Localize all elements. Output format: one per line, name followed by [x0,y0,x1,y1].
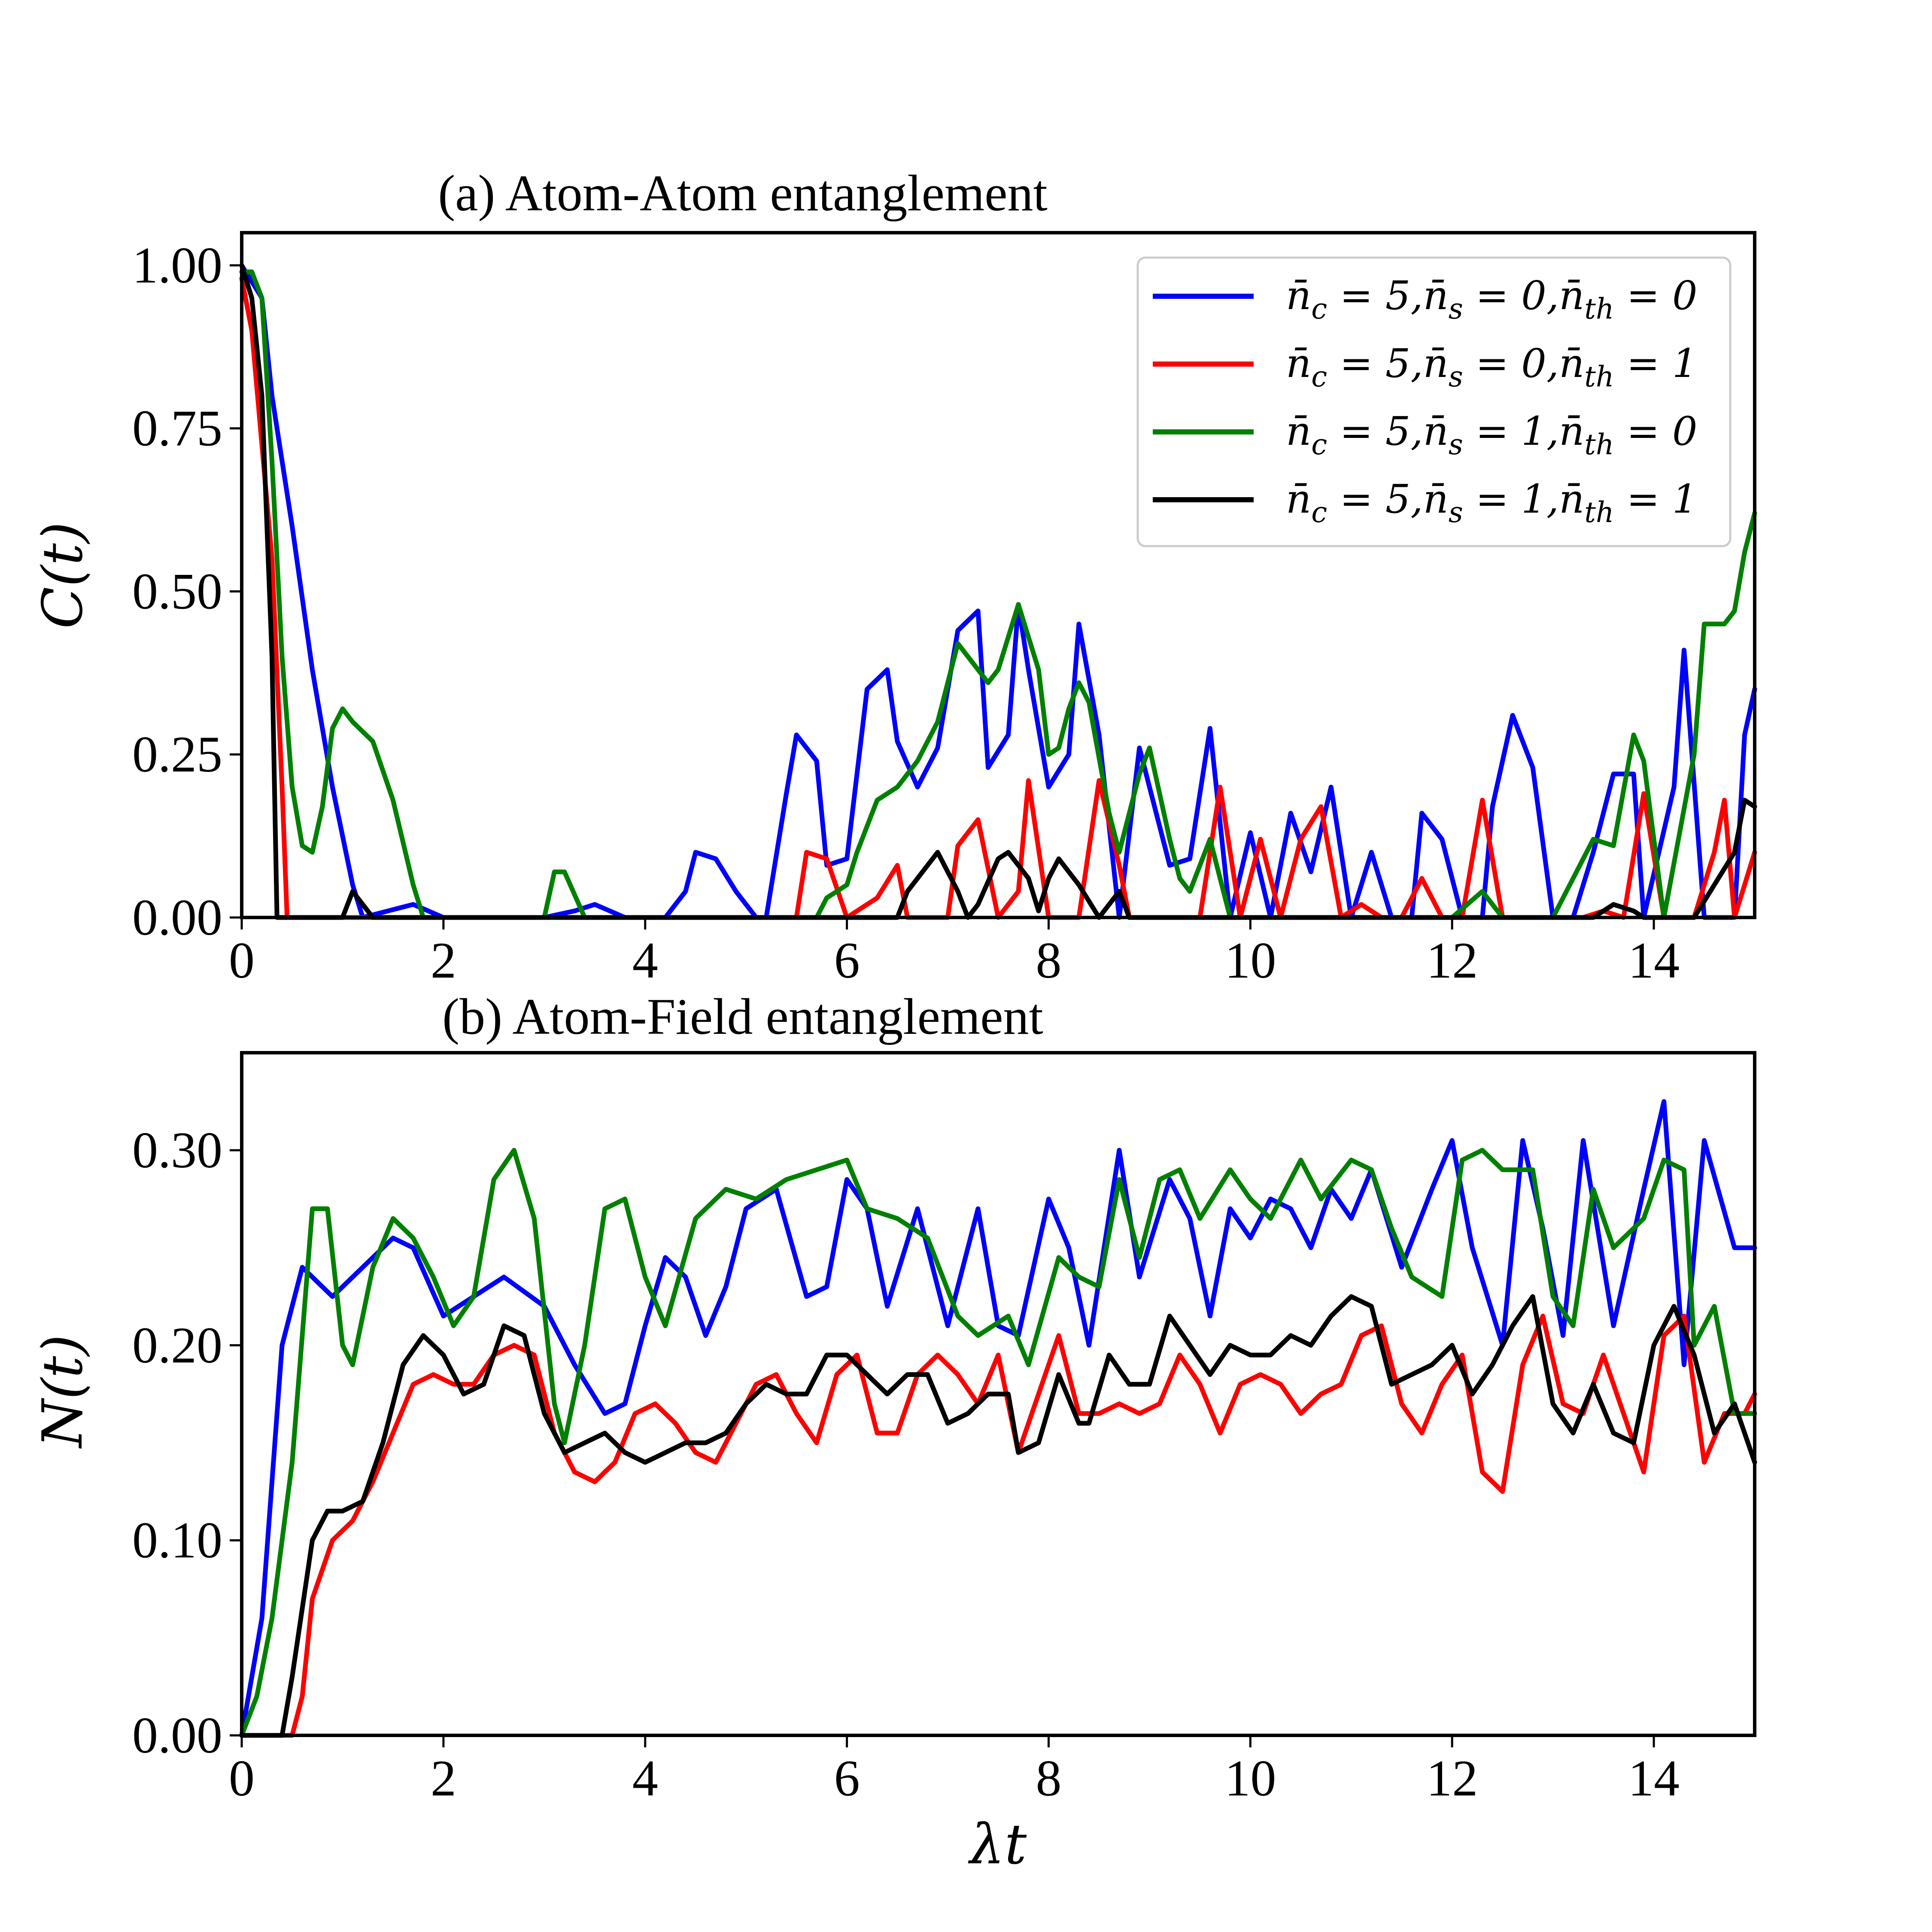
legend-label-3: n̄c = 5,n̄s = 1,n̄th = 1 [1286,476,1698,529]
series-line-3 [239,263,1757,920]
series-line-2 [239,269,1757,920]
x-tick-label: 6 [834,1750,860,1807]
series-line-1 [239,1313,1757,1738]
series-line-0 [239,263,1757,920]
panel-a-ylabel: C(t) [31,522,95,629]
x-tick-label: 10 [1224,932,1276,989]
legend-label-2: n̄c = 5,n̄s = 1,n̄th = 0 [1286,408,1698,461]
panel-b-title: (b) Atom-Field entanglement [442,988,1043,1045]
panel-a-plot-area [239,263,1757,920]
panel-b-ylabel: N(t) [31,1334,95,1449]
x-tick-label: 8 [1036,932,1061,989]
panel-b-frame [240,1051,1756,1737]
x-tick-label: 2 [431,1750,456,1807]
panel-a-frame [240,231,1756,919]
x-tick-label: 4 [632,932,658,989]
y-tick-label: 0.00 [132,889,222,946]
x-tick-label: 0 [229,932,255,989]
y-tick-label: 0.30 [132,1121,222,1179]
panel-b-xlabel: λt [968,1813,1027,1877]
x-tick-label: 8 [1036,1750,1061,1807]
x-tick-label: 12 [1426,932,1478,989]
legend: n̄c = 5,n̄s = 0,n̄th = 0 n̄c = 5,n̄s = 0,… [1136,256,1732,547]
x-tick-label: 14 [1628,932,1680,989]
legend-label-1: n̄c = 5,n̄s = 0,n̄th = 1 [1286,340,1698,393]
y-tick-label: 1.00 [132,237,222,294]
legend-label-0: n̄c = 5,n̄s = 0,n̄th = 0 [1286,273,1698,325]
x-tick-label: 4 [632,1750,658,1807]
panel-b-atom-field: (b) Atom-Field entanglement 0 2 4 6 8 10 12 140… [31,988,1757,1877]
series-line-0 [239,1099,1757,1738]
panel-a-ticks: 0 2 4 6 8 10 12 14 0.00 0.25 0.50 0.75 1.00 [132,237,1680,989]
panel-b-ticks: 0 2 4 6 8 10 12 14 0.00 0.10 0.20 0.30 [132,1121,1680,1807]
legend-box [1136,256,1732,547]
x-tick-label: 6 [834,932,860,989]
x-tick-label: 0 [229,1750,255,1807]
series-line-3 [239,1294,1757,1738]
panel-a-title: (a) Atom-Atom entanglement [438,164,1048,222]
y-tick-label: 0.25 [132,726,222,783]
x-tick-label: 12 [1426,1750,1478,1807]
y-tick-label: 0.75 [132,400,222,457]
y-tick-label: 0.20 [132,1316,222,1373]
y-tick-label: 0.00 [132,1707,222,1764]
x-tick-label: 14 [1628,1750,1680,1807]
y-tick-label: 0.10 [132,1512,222,1569]
x-tick-label: 2 [431,932,456,989]
y-tick-label: 0.50 [132,562,222,620]
x-tick-label: 10 [1224,1750,1276,1807]
panel-b-plot-area [239,1099,1757,1738]
panel-a-atom-atom: (a) Atom-Atom entanglement 0 2 4 6 8 10 12 14 0.… [31,164,1757,989]
series-line-2 [239,1148,1757,1738]
